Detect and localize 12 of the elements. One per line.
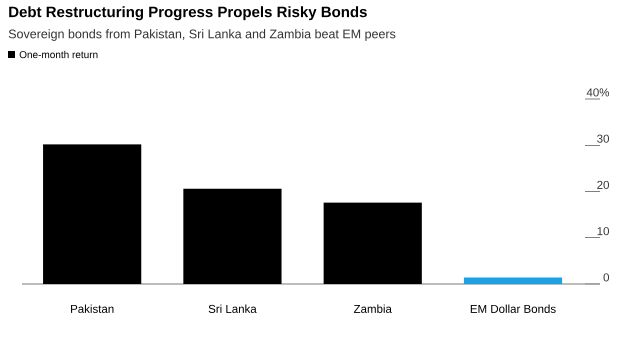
chart-subtitle: Sovereign bonds from Pakistan, Sri Lanka and Zambia beat EM peers <box>8 29 396 41</box>
x-tick-label: EM Dollar Bonds <box>470 304 556 313</box>
legend-label: One-month return <box>20 50 98 58</box>
x-tick-label: Pakistan <box>71 304 114 313</box>
y-tick-label: 40% <box>586 88 610 96</box>
chart-title: Debt Restructuring Progress Propels Risky Bonds <box>9 6 367 20</box>
y-tick-label: 0 <box>604 273 610 282</box>
y-tick-label: 20 <box>597 180 610 189</box>
x-tick-label: Zambia <box>354 304 392 313</box>
x-tick-label: Sri Lanka <box>208 304 257 313</box>
y-tick-label: 10 <box>598 227 610 236</box>
y-tick-label: 30 <box>597 134 610 143</box>
